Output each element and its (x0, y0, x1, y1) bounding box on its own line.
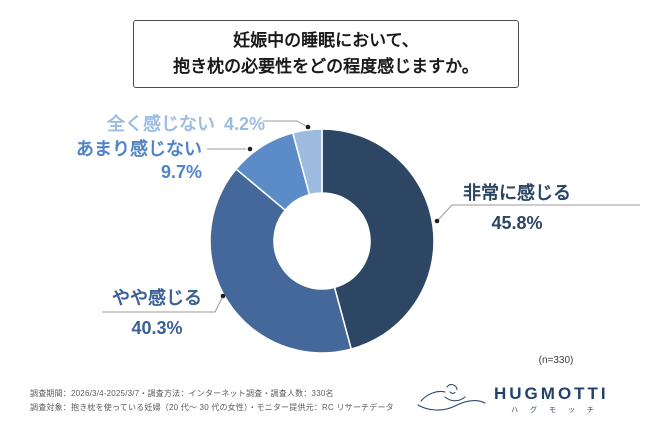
leader-dot-hijou (434, 218, 440, 224)
donut-segment-1 (321, 128, 435, 350)
title-line-2: 抱き枕の必要性をどの程度感じますか。 (173, 57, 479, 76)
hugmotti-logo-art (417, 384, 486, 411)
donut-segment-2 (209, 168, 352, 354)
callout-hijou: 非常に感じる 45.8% (452, 178, 582, 238)
leader-lines (102, 120, 640, 313)
title-line-1: 妊娠中の睡眠において、 (233, 31, 419, 50)
callout-hijou-value: 45.8% (491, 213, 543, 233)
logo-pillow-curve (417, 400, 486, 411)
title-box: 妊娠中の睡眠において、 抱き枕の必要性をどの程度感じますか。 (133, 20, 519, 88)
brand-name: HUGMOTTI (494, 384, 609, 403)
sample-size-note: (n=330) (538, 355, 574, 366)
logo-eye-curve (449, 391, 456, 394)
callout-amari-value: 9.7% (160, 162, 202, 182)
callout-zenkaku-value: 4.2% (223, 114, 265, 134)
leader-line-zenkaku (263, 120, 307, 127)
leader-dot-zenkaku (305, 124, 311, 130)
logo-arm-curve (444, 396, 466, 402)
leader-line-yaya (102, 297, 223, 313)
callout-yaya-label: やや感じる (112, 288, 202, 308)
survey-footnote-line2: 調査対象：抱き枕を使っている妊婦（20 代～ 30 代の女性）・モニター提供元：… (30, 403, 394, 412)
leader-dot-amari (247, 146, 253, 152)
callout-amari: あまり感じない 9.7% (18, 138, 202, 184)
leader-line-hijou (437, 204, 640, 221)
logo-body-curve (420, 390, 446, 402)
brand-kana: ハ グ モ ッ チ (511, 407, 599, 414)
callout-hijou-label: 非常に感じる (463, 183, 571, 203)
callout-zenkaku: 全く感じない 4.2% (55, 110, 265, 136)
callout-yaya-value: 40.3% (131, 318, 183, 338)
callout-yaya: やや感じる 40.3% (99, 283, 215, 343)
callout-amari-label: あまり感じない (76, 139, 202, 159)
donut-segments (209, 128, 435, 354)
survey-footnote-line1: 調査期間：2026/3/4-2025/3/7・調査方法：インターネット調査・調査… (30, 389, 334, 398)
donut-segment-4 (292, 128, 323, 196)
logo-head-curve (446, 384, 458, 391)
leader-dot-yaya (220, 293, 226, 299)
leader-dots (220, 124, 440, 299)
callout-zenkaku-label: 全く感じない (106, 114, 215, 134)
